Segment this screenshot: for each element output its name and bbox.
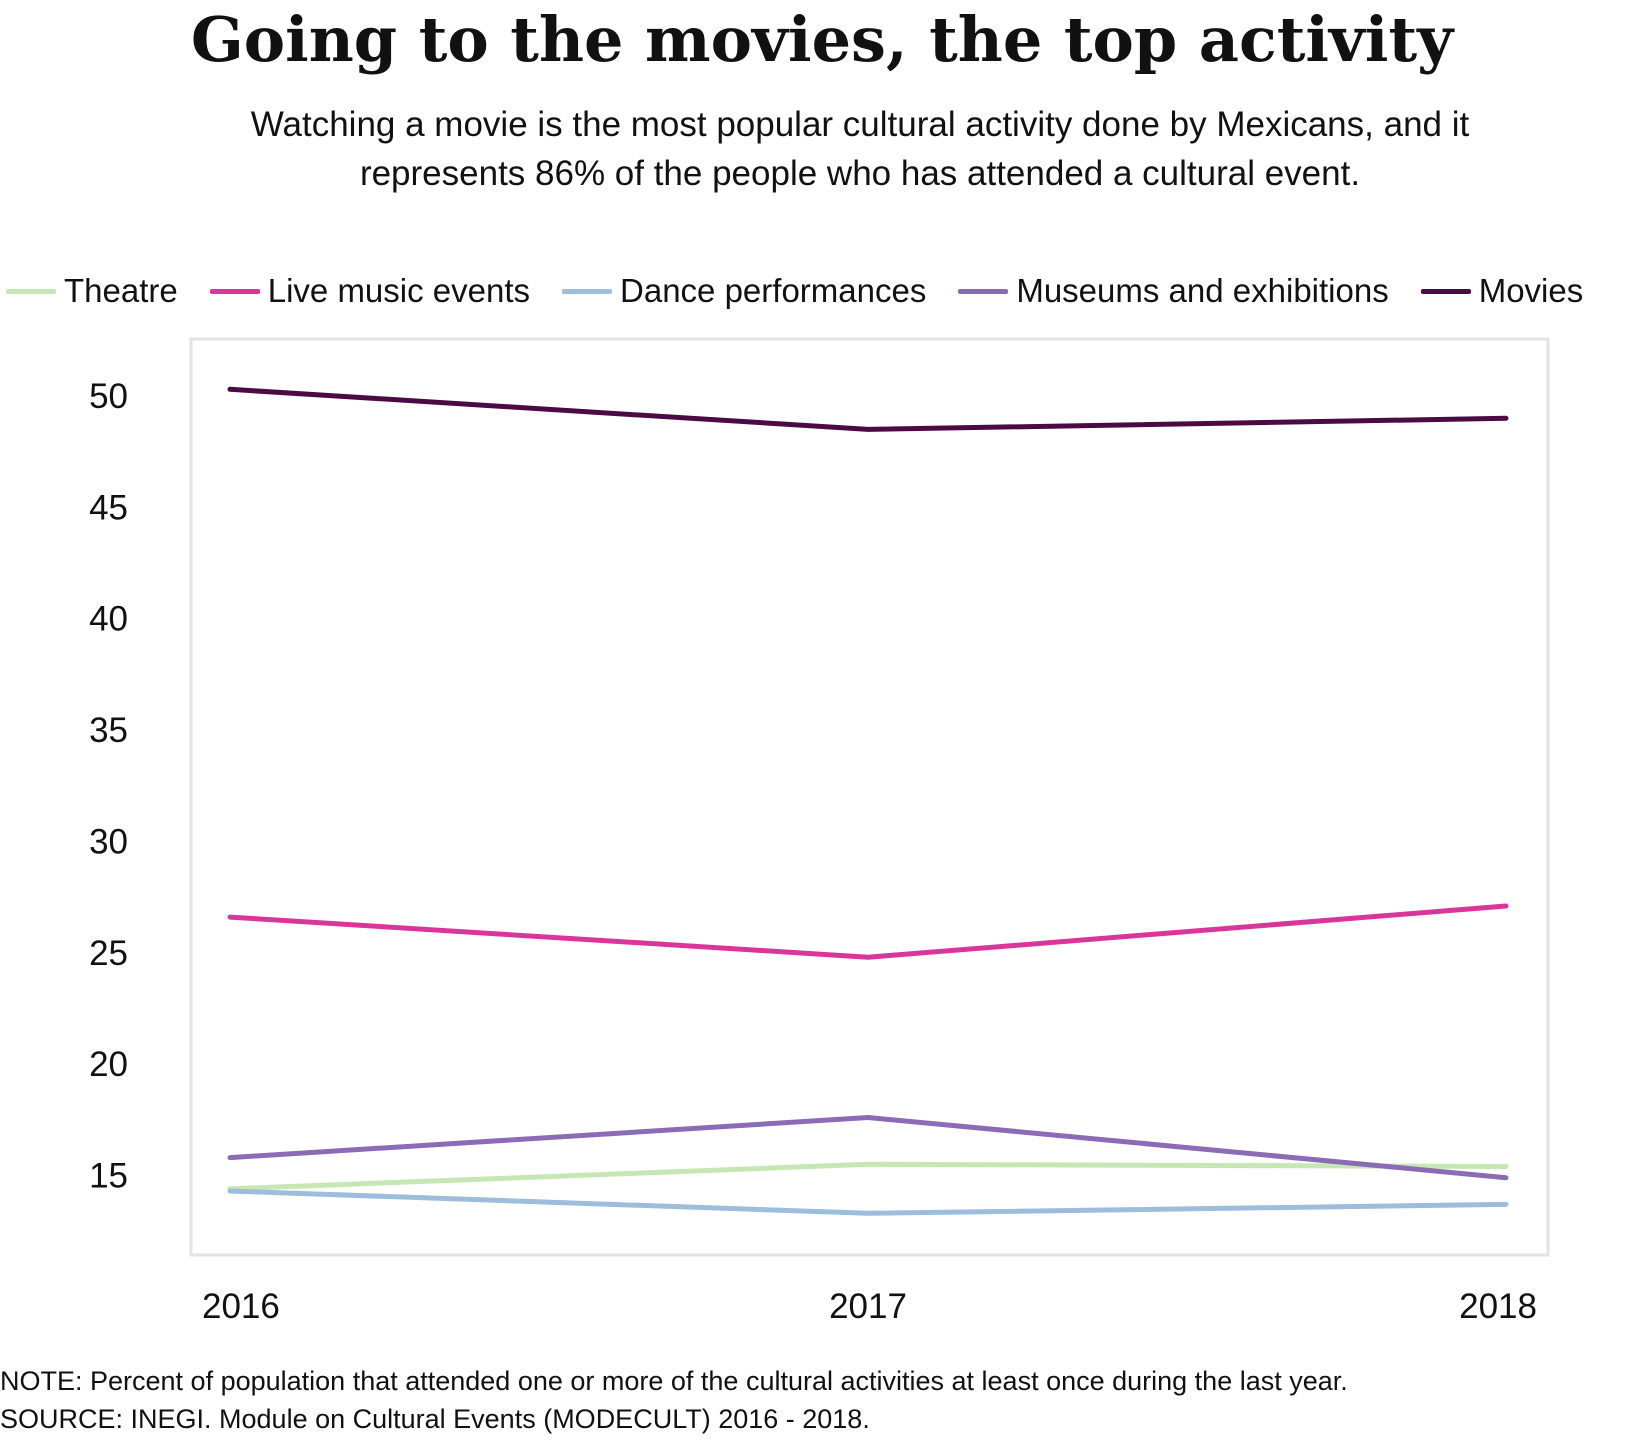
subtitle-line-2: represents 86% of the people who has att…	[359, 154, 1361, 193]
source-text: SOURCE: INEGI. Module on Cultural Events…	[0, 1404, 870, 1434]
y-tick-label: 15	[89, 1156, 128, 1195]
series-line-live-music-events	[227, 903, 1509, 960]
x-tick-label: 2016	[202, 1287, 280, 1326]
chart-subtitle: Watching a movie is the most popular cul…	[120, 100, 1600, 198]
legend-swatch-museums	[958, 288, 1009, 294]
legend-label-movies: Movies	[1478, 272, 1584, 309]
series-line-dance-performances	[227, 1188, 1509, 1216]
legend-item-dance[interactable]: Dance performances	[562, 272, 926, 310]
subtitle-line-1: Watching a movie is the most popular cul…	[250, 105, 1470, 144]
chart-title: Going to the movies, the top activity	[190, 3, 1454, 76]
legend: Theatre Live music events Dance performa…	[6, 266, 1583, 316]
legend-item-movies[interactable]: Movies	[1420, 272, 1584, 310]
plot-frame	[189, 337, 1550, 1257]
legend-swatch-dance	[562, 288, 613, 294]
x-tick-label: 2017	[829, 1287, 907, 1326]
legend-item-museums[interactable]: Museums and exhibitions	[958, 272, 1389, 310]
y-tick-label: 50	[89, 377, 128, 416]
legend-label-dance: Dance performances	[620, 272, 927, 309]
legend-label-live-music: Live music events	[267, 272, 531, 309]
legend-swatch-movies	[1420, 288, 1471, 294]
y-tick-label: 30	[89, 822, 128, 861]
legend-swatch-theatre	[6, 288, 56, 294]
series-line-theatre	[227, 1161, 1509, 1192]
y-tick-label: 45	[89, 488, 128, 527]
note-text: NOTE: Percent of population that attende…	[0, 1366, 1348, 1396]
legend-swatch-live-music	[209, 288, 260, 294]
series-line-museums-and-exhibitions	[227, 1115, 1509, 1181]
footer: NOTE: Percent of population that attende…	[0, 1362, 1348, 1438]
legend-label-museums: Museums and exhibitions	[1016, 272, 1389, 309]
x-tick-label: 2018	[1459, 1287, 1537, 1326]
legend-label-theatre: Theatre	[64, 272, 178, 309]
y-tick-label: 20	[89, 1045, 128, 1084]
legend-item-live-music[interactable]: Live music events	[209, 272, 531, 310]
y-tick-label: 25	[89, 934, 128, 973]
legend-item-theatre[interactable]: Theatre	[6, 272, 178, 310]
y-tick-label: 35	[89, 711, 128, 750]
series-line-movies	[227, 386, 1509, 432]
y-tick-label: 40	[89, 600, 128, 639]
